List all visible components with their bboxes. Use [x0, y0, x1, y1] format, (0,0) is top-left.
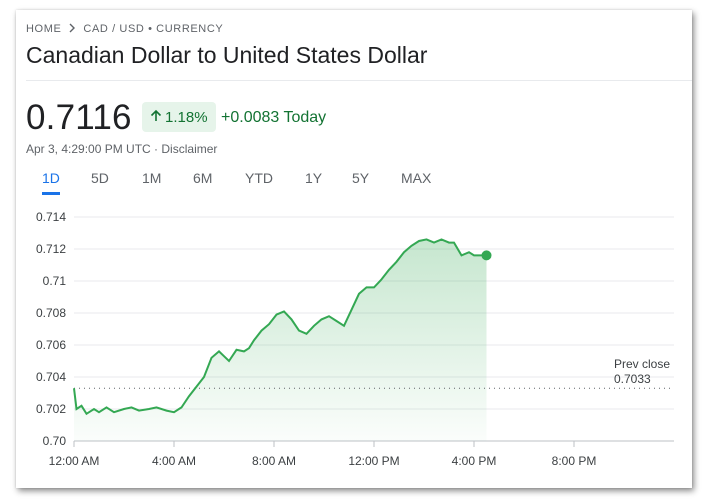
x-tick-label: 8:00 PM: [552, 454, 597, 468]
y-tick-label: 0.704: [36, 370, 66, 384]
price-chart[interactable]: 0.714 0.712 0.71 0.708 0.706 0.704 0.702 0.70 1…: [16, 10, 692, 488]
meta-separator: ·: [150, 142, 162, 156]
current-price-dot[interactable]: [481, 250, 492, 261]
prev-close-value: 0.7033: [614, 372, 651, 386]
x-axis-ticks: 12:00 AM 4:00 AM 8:00 AM 12:00 PM 4:00 PM 8:0…: [49, 441, 597, 468]
divider: [26, 80, 692, 81]
y-axis-ticks: 0.714 0.712 0.71 0.708 0.706 0.704 0.702 0.70: [36, 210, 66, 448]
x-tick-label: 4:00 PM: [452, 454, 497, 468]
x-tick-label: 12:00 AM: [49, 454, 100, 468]
breadcrumb-current: CAD / USD • CURRENCY: [83, 22, 224, 35]
breadcrumb: HOME CAD / USD • CURRENCY: [26, 21, 223, 36]
y-tick-label: 0.708: [36, 306, 66, 320]
timestamp-line: Apr 3, 4:29:00 PM UTC · Disclaimer: [26, 142, 217, 156]
tab-max[interactable]: MAX: [401, 170, 432, 186]
tab-1y[interactable]: 1Y: [305, 170, 323, 186]
x-tick-label: 8:00 AM: [252, 454, 296, 468]
timestamp: Apr 3, 4:29:00 PM UTC: [26, 142, 151, 156]
arrow-up-icon: [150, 109, 162, 125]
change-percent: 1.18%: [165, 108, 208, 126]
y-tick-label: 0.706: [36, 338, 66, 352]
tab-6m[interactable]: 6M: [193, 170, 213, 186]
x-tick-label: 4:00 AM: [152, 454, 196, 468]
quote-card: HOME CAD / USD • CURRENCY Canadian Dolla…: [16, 10, 692, 488]
tab-5d[interactable]: 5D: [91, 170, 109, 186]
page-title: Canadian Dollar to United States Dollar: [26, 42, 428, 68]
x-tick-label: 12:00 PM: [348, 454, 399, 468]
y-tick-label: 0.71: [43, 274, 67, 288]
breadcrumb-home[interactable]: HOME: [26, 22, 62, 35]
y-tick-label: 0.712: [36, 242, 66, 256]
y-tick-label: 0.714: [36, 210, 66, 224]
tab-1m[interactable]: 1M: [142, 170, 162, 186]
tab-1d[interactable]: 1D: [42, 170, 60, 195]
price-value: 0.7116: [26, 98, 132, 137]
tab-5y[interactable]: 5Y: [352, 170, 370, 186]
chevron-right-icon: [67, 21, 77, 36]
y-tick-label: 0.702: [36, 402, 66, 416]
prev-close-label: Prev close: [614, 357, 670, 371]
price-area-fill: [74, 239, 487, 441]
change-today: +0.0083 Today: [221, 109, 327, 126]
tab-ytd[interactable]: YTD: [245, 170, 273, 186]
change-percent-badge: 1.18%: [142, 102, 216, 132]
y-tick-label: 0.70: [43, 434, 67, 448]
price-line: [73, 238, 487, 416]
disclaimer-link[interactable]: Disclaimer: [161, 142, 218, 156]
